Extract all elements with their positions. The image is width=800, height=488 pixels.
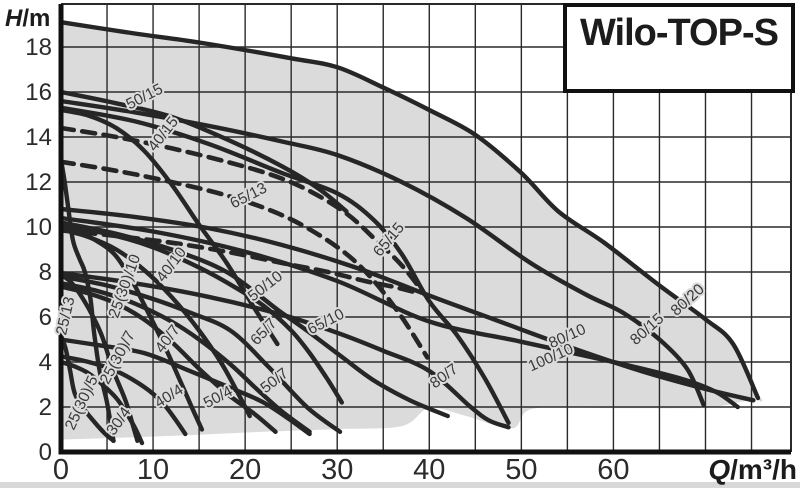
curve-80-15 (58, 98, 706, 407)
y-tick-8: 8 (39, 259, 52, 286)
y-axis-unit: /m (22, 5, 51, 32)
curve-50-15 (58, 89, 349, 214)
curve-40-4 (58, 354, 188, 437)
y-tick-4: 4 (39, 349, 52, 376)
x-axis-symbol: Q (708, 454, 731, 485)
y-axis-symbol: H (5, 5, 23, 32)
curve-65-13 (58, 125, 427, 297)
y-tick-2: 2 (39, 394, 52, 421)
x-tick-20: 20 (229, 454, 261, 486)
curve-65-7 (58, 274, 343, 434)
y-tick-0: 0 (39, 439, 52, 466)
y-tick-16: 16 (25, 79, 52, 106)
curve-dashed-mid (58, 159, 430, 360)
curve-50-4 (58, 337, 312, 437)
curve-65-15 (58, 105, 511, 425)
curve-30-4 (58, 359, 145, 446)
curve-80-7 (58, 270, 511, 430)
y-tick-10: 10 (25, 214, 52, 241)
x-axis-title: Q/m³/h (708, 454, 797, 486)
scan-edge-strip (0, 482, 800, 488)
x-tick-0: 0 (53, 454, 69, 486)
x-tick-30: 30 (321, 454, 353, 486)
x-tick-10: 10 (137, 454, 169, 486)
curve-50-10 (58, 223, 344, 405)
page-title: Wilo-TOP-S (580, 12, 779, 54)
curve-40-7 (58, 284, 278, 434)
y-tick-18: 18 (25, 34, 52, 61)
curve-80-20 (58, 20, 761, 401)
y-tick-6: 6 (39, 304, 52, 331)
y-tick-12: 12 (25, 169, 52, 196)
x-tick-60: 60 (597, 454, 629, 486)
curve-80-10 (58, 206, 756, 403)
curve-25-30-5 (58, 333, 116, 443)
x-tick-40: 40 (413, 454, 445, 486)
curve-25-13 (58, 157, 116, 443)
x-axis-unit: /m³/h (730, 454, 797, 485)
y-tick-14: 14 (25, 124, 52, 151)
curve-50-7 (58, 281, 312, 434)
y-axis-title: H/m (5, 5, 50, 33)
title-box: Wilo-TOP-S (563, 3, 795, 93)
x-tick-50: 50 (505, 454, 537, 486)
